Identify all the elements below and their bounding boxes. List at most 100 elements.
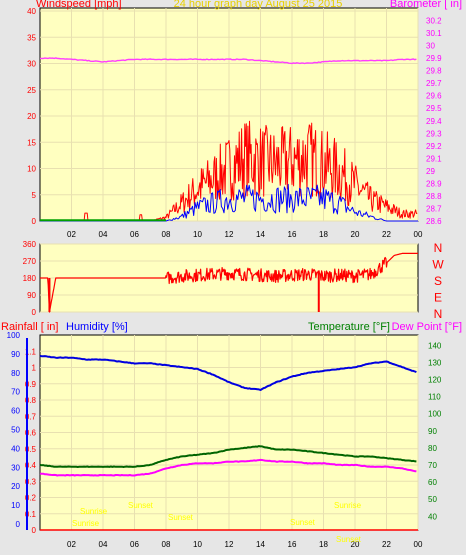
barometer-tick-label: 29.6: [426, 92, 442, 101]
temperature-tick-label: 70: [428, 461, 437, 470]
wind-x-tick-label: 18: [319, 230, 328, 239]
barometer-tick-label: 29.8: [426, 67, 442, 76]
compass-label: W: [432, 258, 444, 272]
wind-x-tick-label: 22: [382, 230, 391, 239]
wind-y-tick-label: 40: [27, 7, 36, 16]
wind-y-tick-label: 5: [32, 191, 37, 200]
humidity-line: [39, 354, 417, 391]
rain-tick-label: 0.7: [25, 412, 37, 421]
sun-event-label: Sunset: [168, 513, 194, 522]
rain-tick-label: 0.3: [25, 477, 37, 486]
wind-x-tick-label: 20: [351, 230, 360, 239]
chart-title: 24 hour graph day August 25 2015: [174, 0, 343, 10]
temperature-tick-label: 40: [428, 512, 437, 521]
wind-x-tick-label: 02: [67, 230, 76, 239]
barometer-axis-title: Barometer [ in]: [390, 0, 462, 10]
wind-y-tick-label: 35: [27, 33, 36, 42]
direction-tick-label: 90: [27, 291, 36, 300]
temperature-tick-label: 80: [428, 444, 437, 453]
windspeed-axis-title: Windspeed [mph]: [36, 0, 122, 10]
direction-tick-label: 0: [32, 308, 37, 317]
wind-x-tick-label: 12: [225, 230, 234, 239]
temperature-tick-label: 50: [428, 495, 437, 504]
humidity-tick-label: 20: [11, 482, 20, 491]
barometer-tick-label: 29.9: [426, 54, 442, 63]
compass-label: E: [434, 291, 442, 305]
wind-x-tick-label: 08: [162, 230, 171, 239]
wind-x-tick-label: 00: [414, 230, 423, 239]
barometer-tick-label: 28.6: [426, 217, 442, 226]
compass-label: N: [434, 307, 443, 321]
rain-tick-label: 1: [32, 364, 37, 373]
temperature-tick-label: 100: [428, 410, 442, 419]
humidity-tick-label: 40: [11, 444, 20, 453]
climate-x-tick-label: 18: [319, 540, 328, 549]
dew-point-axis-title: Dew Point [°F]: [392, 321, 462, 333]
rain-tick-label: 0: [32, 526, 37, 535]
sun-event-label: Sunrise: [72, 519, 100, 528]
wind-x-tick-label: 16: [288, 230, 297, 239]
climate-x-tick-label: 20: [351, 540, 360, 549]
barometer-tick-label: 28.7: [426, 204, 442, 213]
wind-x-tick-label: 14: [256, 230, 265, 239]
barometer-tick-label: 29.2: [426, 142, 442, 151]
temperature-tick-label: 90: [428, 427, 437, 436]
rain-tick-label: 0.1: [25, 510, 37, 519]
rain-tick-label: 1.1: [25, 347, 37, 356]
wind-y-tick-label: 0: [32, 217, 37, 226]
sun-event-label: Sunset: [336, 535, 362, 544]
humidity-tick-label: 10: [11, 501, 20, 510]
wind-y-tick-label: 30: [27, 60, 36, 69]
climate-x-tick-label: 02: [67, 540, 76, 549]
temperature-line: [39, 445, 417, 468]
dew-point-line: [39, 458, 417, 477]
climate-x-tick-label: 14: [256, 540, 265, 549]
humidity-tick-label: 80: [11, 369, 20, 378]
temperature-axis-title: Temperature [°F]: [308, 321, 390, 333]
sun-event-label: Sunset: [290, 518, 316, 527]
humidity-tick-label: 90: [11, 350, 20, 359]
sun-event-label: Sunrise: [334, 501, 362, 510]
climate-x-tick-label: 00: [414, 540, 423, 549]
barometer-line: [40, 57, 417, 65]
temperature-tick-label: 130: [428, 358, 442, 367]
barometer-tick-label: 30.2: [426, 17, 442, 26]
rainfall-axis-title: Rainfall [ in]: [1, 321, 58, 333]
wind-y-tick-label: 10: [27, 165, 36, 174]
rain-tick-label: 0.4: [25, 461, 37, 470]
barometer-tick-label: 30: [426, 42, 435, 51]
humidity-tick-label: 60: [11, 407, 20, 416]
barometer-tick-label: 29.4: [426, 117, 442, 126]
temperature-tick-label: 120: [428, 375, 442, 384]
sun-event-label: Sunset: [128, 501, 154, 510]
climate-x-tick-label: 10: [193, 540, 202, 549]
wind-direction-line: [39, 252, 418, 313]
direction-tick-label: 180: [23, 274, 37, 283]
rain-tick-label: 0.9: [25, 380, 37, 389]
sun-event-label: Sunrise: [80, 507, 108, 516]
barometer-tick-label: 30.1: [426, 29, 442, 38]
wind-y-tick-label: 25: [27, 86, 36, 95]
humidity-tick-label: 100: [7, 331, 21, 340]
direction-tick-label: 270: [23, 257, 37, 266]
wind-x-tick-label: 04: [99, 230, 108, 239]
rain-tick-label: 0.5: [25, 445, 37, 454]
barometer-tick-label: 29.5: [426, 104, 442, 113]
wind-y-tick-label: 20: [27, 112, 36, 121]
humidity-tick-label: 50: [11, 426, 20, 435]
climate-x-tick-label: 22: [382, 540, 391, 549]
climate-x-tick-label: 08: [162, 540, 171, 549]
barometer-tick-label: 29.7: [426, 79, 442, 88]
rain-tick-label: 0.8: [25, 396, 37, 405]
compass-label: S: [434, 274, 442, 288]
humidity-tick-label: 0: [16, 520, 21, 529]
climate-x-tick-label: 04: [99, 540, 108, 549]
barometer-tick-label: 29.1: [426, 154, 442, 163]
barometer-tick-label: 29.3: [426, 129, 442, 138]
compass-label: N: [434, 241, 443, 255]
climate-x-tick-label: 12: [225, 540, 234, 549]
rain-tick-label: 0.2: [25, 494, 37, 503]
wind-x-tick-label: 10: [193, 230, 202, 239]
